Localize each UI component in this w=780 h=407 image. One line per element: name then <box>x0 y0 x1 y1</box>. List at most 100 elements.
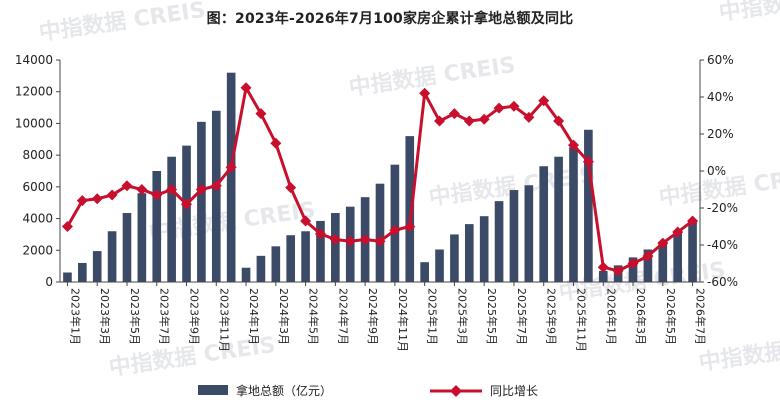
x-tick-label: 2024年7月 <box>336 288 350 345</box>
bar <box>271 246 281 282</box>
watermark-text: 中指数据 CREIS <box>37 0 207 46</box>
bar <box>584 129 593 282</box>
bar <box>524 185 534 282</box>
x-tick-label: 2023年11月 <box>217 288 231 352</box>
line-point <box>478 113 490 125</box>
line-point <box>627 258 639 269</box>
line-point <box>240 82 252 94</box>
y-right-tick-label: -20% <box>707 201 738 215</box>
line-point <box>508 100 520 112</box>
x-tick-label: 2023年1月 <box>68 288 82 345</box>
y-right-tick-label: 20% <box>707 127 734 141</box>
bar <box>286 235 296 282</box>
bar <box>435 249 444 282</box>
bar <box>420 262 429 282</box>
line-point <box>210 180 222 192</box>
legend-swatch-bar <box>198 385 228 395</box>
bar-series <box>63 72 697 283</box>
watermark-text: 中指数据 CREIS <box>717 0 780 26</box>
line-point <box>419 87 431 99</box>
x-tick-label: 2023年7月 <box>158 288 172 345</box>
x-tick-label: 2024年11月 <box>396 288 410 352</box>
bar <box>301 231 310 282</box>
bar <box>539 166 549 282</box>
line-point <box>285 182 297 194</box>
bar <box>509 190 519 282</box>
bar <box>152 171 162 282</box>
x-tick-label: 2023年5月 <box>128 288 142 345</box>
line-point <box>300 215 312 227</box>
line-point <box>195 184 207 195</box>
bar <box>107 231 117 282</box>
watermark-text: 中指数据 CREIS <box>697 327 780 376</box>
y-left-tick-label: 12000 <box>15 85 53 99</box>
legend: 拿地总额（亿元） 同比增长 <box>198 383 538 398</box>
line-point <box>553 115 565 127</box>
line-point <box>523 111 535 123</box>
x-tick-label: 2024年3月 <box>277 288 291 345</box>
legend-label-bar: 拿地总额（亿元） <box>236 383 332 398</box>
x-tick-label: 2023年9月 <box>188 288 202 345</box>
line-point <box>344 235 356 247</box>
x-tick-label: 2026年5月 <box>664 288 678 345</box>
x-tick-label: 2024年5月 <box>307 288 321 345</box>
bar <box>390 164 400 282</box>
line-point <box>463 115 475 127</box>
line-point <box>151 189 163 201</box>
line-point <box>404 221 416 232</box>
line-point <box>612 265 624 277</box>
bar <box>673 232 682 282</box>
line-point <box>687 215 699 227</box>
bar <box>464 224 474 282</box>
x-tick-label: 2025年11月 <box>574 288 588 352</box>
x-tick-label: 2026年3月 <box>634 288 648 345</box>
x-tick-label: 2025年9月 <box>545 288 559 345</box>
y-left-tick-label: 8000 <box>22 148 53 162</box>
line-point <box>76 195 88 207</box>
line-point <box>225 161 237 173</box>
y-left-tick-label: 4000 <box>22 212 53 226</box>
line-point <box>582 156 594 168</box>
line-point <box>270 137 282 149</box>
bar <box>643 249 653 282</box>
line-point <box>359 233 371 245</box>
line-point <box>329 233 341 245</box>
y-right-tick-label: 60% <box>707 53 734 67</box>
line-point <box>121 180 133 192</box>
line-point <box>106 189 118 201</box>
bar <box>405 136 415 282</box>
bar <box>78 262 87 282</box>
x-tick-label: 2025年1月 <box>426 288 440 345</box>
x-tick-label: 2025年5月 <box>485 288 499 345</box>
bar <box>167 156 176 282</box>
bar <box>479 216 489 282</box>
line-series <box>61 82 699 277</box>
bar <box>598 270 608 282</box>
bar <box>688 221 697 282</box>
bar <box>494 201 504 282</box>
bar <box>182 145 191 282</box>
y-left-tick-label: 0 <box>45 275 53 289</box>
bar <box>569 147 578 282</box>
y-right-tick-label: -60% <box>707 275 738 289</box>
legend-marker-line <box>450 385 462 397</box>
chart-title: 图：2023年-2026年7月100家房企累计拿地总额及同比 <box>206 11 574 27</box>
bar <box>331 213 340 282</box>
line-point <box>597 261 609 273</box>
line-point <box>448 108 460 120</box>
line-point <box>567 139 579 151</box>
line-point <box>657 237 669 249</box>
x-tick-label: 2024年9月 <box>366 288 380 345</box>
bar <box>92 251 102 282</box>
bar <box>211 110 221 283</box>
bar <box>628 257 638 282</box>
bar <box>316 220 325 282</box>
watermark-text: 中指数据 CREIS <box>347 52 517 101</box>
bar <box>137 193 147 282</box>
bar <box>63 272 72 282</box>
x-tick-label: 2025年3月 <box>455 288 469 345</box>
line-point <box>136 184 148 195</box>
y-left-tick-label: 2000 <box>22 243 53 257</box>
line-point <box>91 193 103 205</box>
